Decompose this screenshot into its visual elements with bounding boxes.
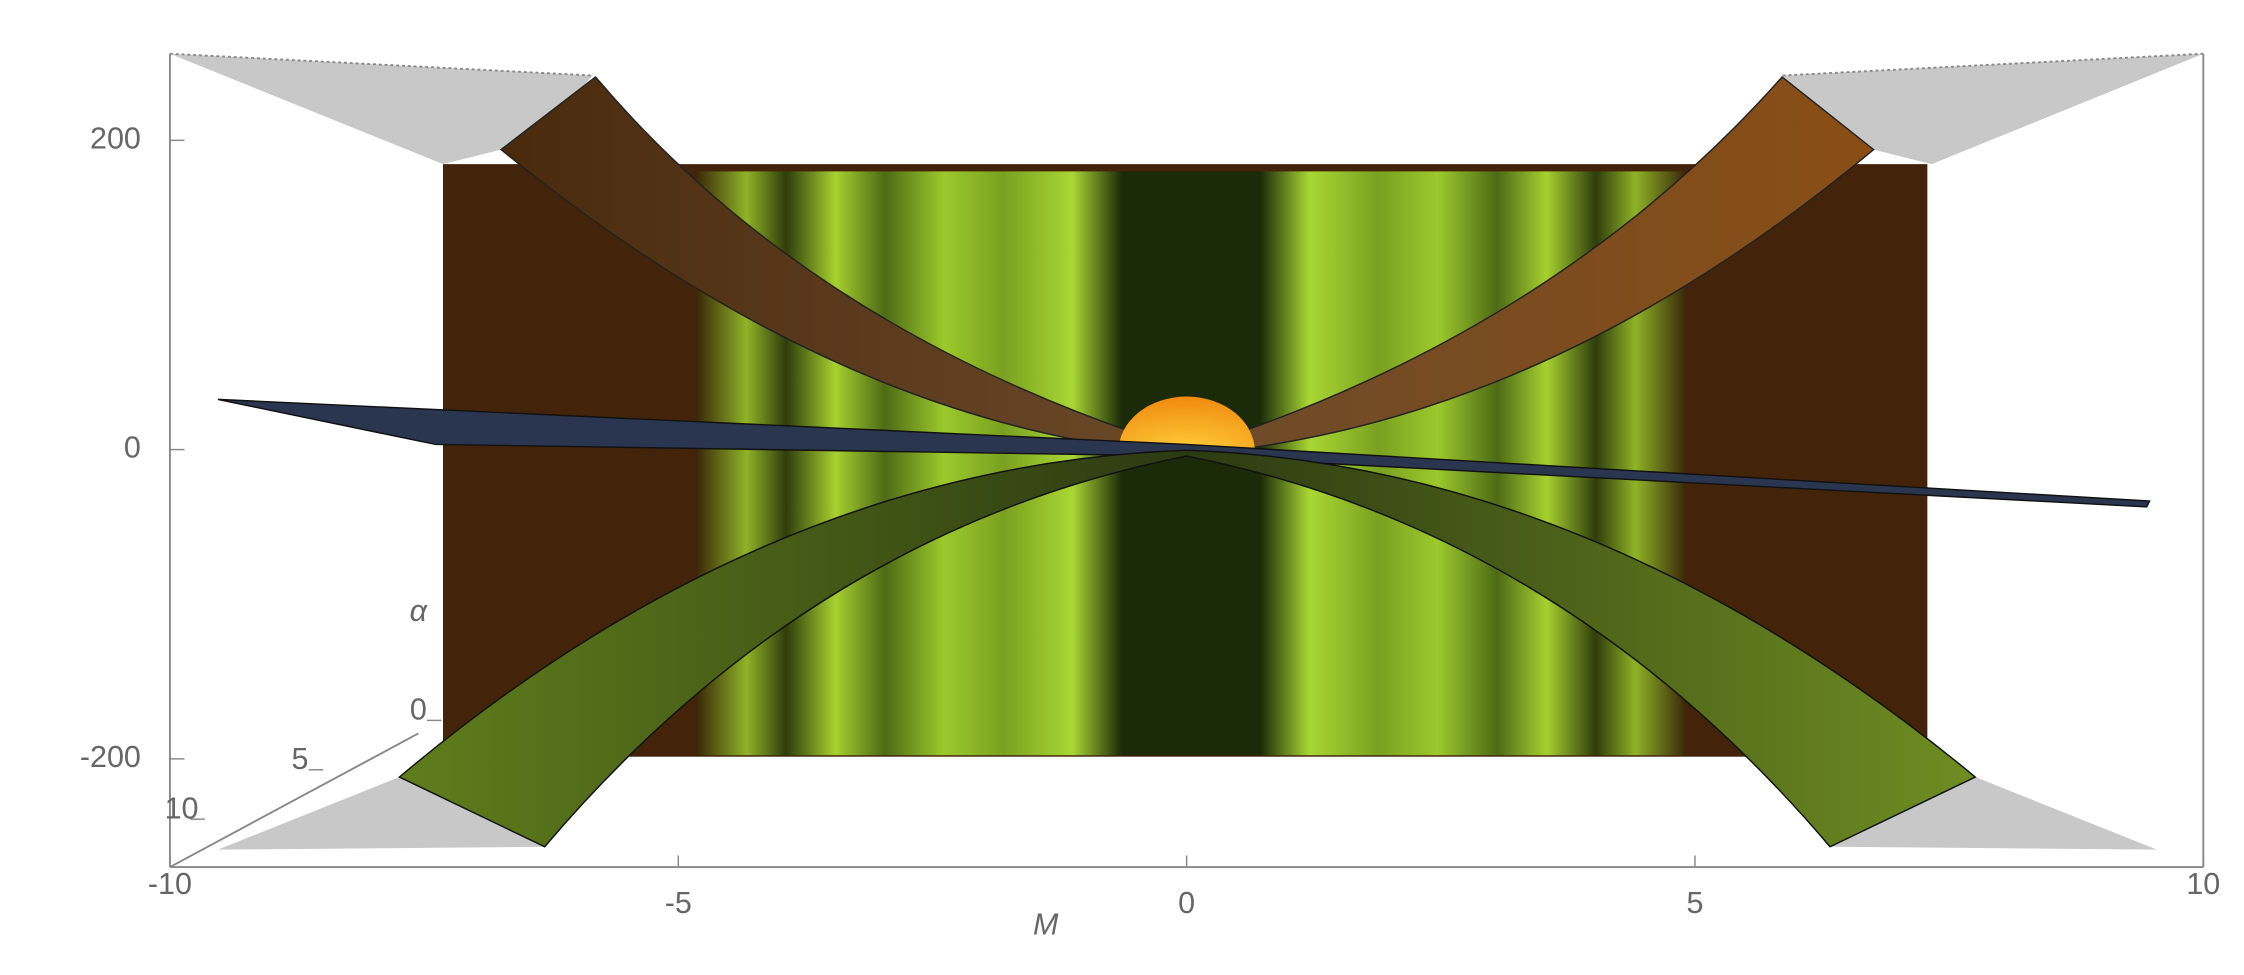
y-tick-label: 0 (410, 693, 427, 727)
y-axis-label: α (410, 594, 429, 628)
x-tick-label: -5 (665, 886, 692, 920)
x-axis-label: M (1033, 908, 1059, 942)
corner-face (1830, 777, 2157, 850)
corner-face (169, 53, 593, 165)
x-tick-label: 0 (1178, 886, 1195, 920)
back-stripes (697, 171, 1685, 756)
upper-surface (499, 75, 1875, 456)
x-tick-label: 5 (1686, 886, 1703, 920)
z-tick-label: 200 (90, 121, 141, 155)
orange-cap (1118, 396, 1255, 452)
z-tick-label: -200 (80, 740, 141, 774)
box-edge (169, 52, 593, 77)
z-tick-label: 0 (124, 431, 141, 465)
x-tick-label: -10 (148, 867, 192, 901)
y-tick-label: 5 (291, 742, 308, 776)
y-tick-label: 10 (165, 792, 199, 826)
box-edge (1782, 52, 2204, 77)
y-axis-line (169, 732, 419, 868)
corner-face (1782, 53, 2204, 165)
x-tick-label: 10 (2186, 867, 2220, 901)
corner-face (217, 777, 545, 850)
surfaces (169, 53, 2204, 850)
lower-surface (398, 449, 1977, 848)
